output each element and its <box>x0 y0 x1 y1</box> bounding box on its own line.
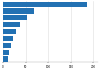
Bar <box>3 22 20 27</box>
Bar <box>3 15 26 20</box>
Bar <box>3 29 16 34</box>
Bar <box>3 36 13 41</box>
Bar <box>3 8 34 14</box>
Bar <box>3 43 11 48</box>
Bar <box>3 50 9 55</box>
Bar <box>3 56 8 62</box>
Bar <box>3 2 87 7</box>
